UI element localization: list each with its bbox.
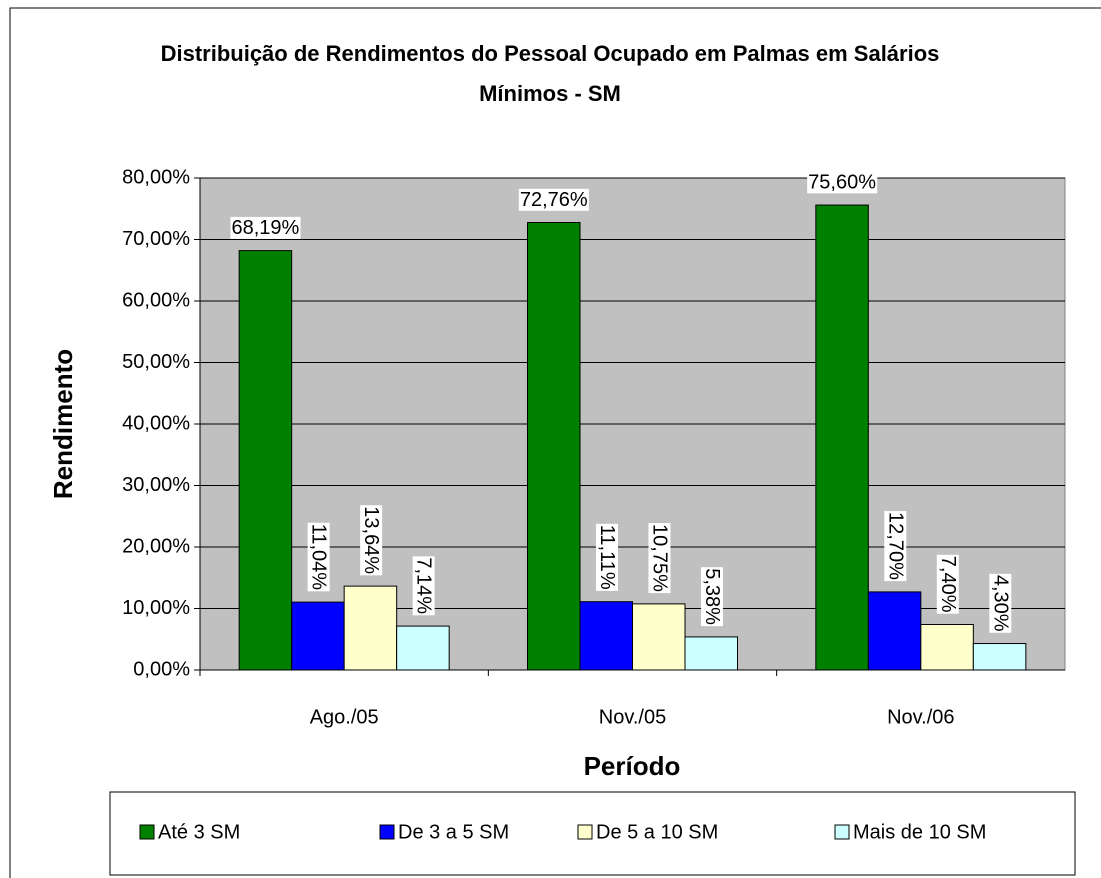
bar (527, 222, 581, 671)
bar (291, 601, 345, 671)
data-label-bg (936, 554, 959, 614)
bar (632, 603, 686, 671)
data-label-group: 13,64% (360, 505, 383, 576)
data-label-bg (884, 511, 907, 582)
bar (238, 250, 293, 671)
x-tick-label: Nov./05 (599, 706, 666, 728)
data-label-group: 68,19% (230, 216, 301, 239)
x-axis-label: Período (584, 751, 681, 781)
data-label: 13,64% (360, 506, 382, 574)
data-label-bg (518, 188, 589, 211)
data-label: 75,60% (808, 171, 876, 193)
bar (815, 204, 869, 671)
data-label-group: 7,40% (936, 554, 959, 614)
bar (684, 636, 738, 671)
data-label: 68,19% (231, 217, 299, 239)
legend-label: De 5 a 10 SM (596, 821, 718, 843)
bar (920, 623, 974, 671)
legend-swatch (379, 824, 395, 840)
bar (972, 643, 1027, 671)
legend-swatch (139, 824, 155, 840)
x-tick-label: Ago./05 (310, 706, 379, 728)
y-tick-label: 30,00% (122, 474, 190, 496)
data-label: 11,04% (308, 524, 330, 591)
legend-label: Mais de 10 SM (853, 821, 986, 843)
legend-swatch (577, 824, 593, 840)
bar (867, 591, 922, 671)
data-label: 7,14% (413, 557, 435, 614)
data-label-bg (412, 556, 435, 616)
data-label-bg (360, 505, 383, 576)
data-label-bg (648, 523, 671, 594)
y-tick-label: 80,00% (122, 166, 190, 188)
chart-title: Distribuição de Rendimentos do Pessoal O… (160, 41, 940, 106)
data-label-bg (595, 523, 618, 591)
y-tick-label: 40,00% (122, 412, 190, 434)
y-axis-label: Rendimento (48, 349, 78, 499)
data-label: 12,70% (884, 512, 906, 580)
y-tick-label: 0,00% (133, 658, 190, 680)
bar (579, 601, 633, 671)
data-label: 72,76% (520, 189, 588, 211)
bar (343, 585, 398, 671)
y-tick-label: 60,00% (122, 289, 190, 311)
data-label: 11,11% (596, 525, 618, 590)
data-label-bg (307, 522, 330, 592)
legend-label: Até 3 SM (158, 821, 240, 843)
data-label-group: 75,60% (807, 171, 878, 194)
data-label-group: 11,11% (595, 523, 618, 591)
data-label-bg (989, 573, 1012, 633)
x-tick-label: Nov./06 (887, 706, 954, 728)
legend-label: De 3 a 5 SM (398, 821, 509, 843)
y-tick-label: 70,00% (122, 228, 190, 250)
data-label: 10,75% (648, 524, 670, 592)
data-label: 4,30% (989, 575, 1011, 632)
bar (396, 625, 450, 671)
data-label-group: 11,04% (307, 522, 330, 592)
y-tick-label: 50,00% (122, 351, 190, 373)
data-label-bg (700, 567, 723, 627)
data-label-group: 7,14% (412, 556, 435, 616)
data-label-group: 4,30% (989, 573, 1012, 633)
data-label: 7,40% (937, 556, 959, 613)
legend-swatch (834, 824, 850, 840)
data-label-group: 72,76% (518, 188, 589, 211)
data-label-bg (230, 216, 301, 239)
y-tick-label: 20,00% (122, 535, 190, 557)
y-tick-label: 10,00% (122, 597, 190, 619)
data-label-group: 12,70% (884, 511, 907, 582)
data-label-group: 10,75% (648, 523, 671, 594)
data-label-group: 5,38% (700, 567, 723, 627)
data-label: 5,38% (701, 568, 723, 625)
data-label-bg (807, 171, 878, 194)
